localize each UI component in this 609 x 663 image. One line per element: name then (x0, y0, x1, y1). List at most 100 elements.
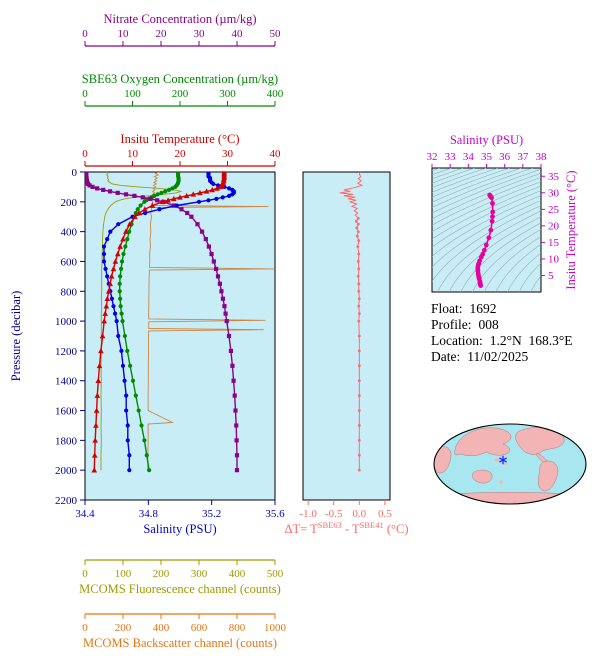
pressure-tick-label: 600 (61, 256, 78, 268)
pressure-tick-label: 2000 (55, 465, 78, 477)
marker (155, 198, 160, 203)
marker (136, 210, 142, 216)
marker (481, 247, 487, 253)
marker (116, 333, 121, 339)
delta-title-part: SBE41 (360, 520, 384, 530)
date-value: 11/02/2025 (467, 349, 529, 364)
density-contour-line (483, 236, 541, 292)
marker (91, 452, 98, 458)
marker (119, 348, 124, 354)
marker (357, 252, 361, 256)
marker (123, 244, 128, 249)
density-contour-line (507, 252, 541, 292)
marker (357, 364, 361, 368)
marker (488, 227, 494, 233)
marker (157, 207, 162, 212)
map-outline (433, 423, 587, 505)
marker (114, 318, 119, 324)
marker (357, 453, 361, 457)
marker (122, 378, 127, 383)
salinity-axis-title: Salinity (PSU) (143, 522, 216, 536)
delta-tick-label: 0.0 (352, 508, 366, 520)
marker (357, 304, 361, 308)
marker (124, 393, 129, 398)
marker (148, 196, 153, 201)
marker (222, 304, 227, 309)
marker (483, 242, 489, 248)
marker (149, 202, 156, 208)
marker (199, 229, 205, 234)
marker (105, 288, 112, 294)
backscatter-axis: 0 200 400 600 800 1000 MCOMS Backscatter chann… (82, 613, 287, 650)
float-info-block: Float: 1692 Profile: 008 Location: 1.2°N 16… (431, 301, 573, 365)
marker (142, 206, 148, 212)
marker (357, 319, 361, 323)
marker (127, 453, 132, 458)
density-contour-line (518, 262, 541, 292)
fluorescence-axis-title: MCOMS Fluorescence channel (counts) (79, 582, 281, 596)
pressure-tick-label: 1000 (55, 316, 78, 328)
marker (356, 222, 360, 226)
marker (126, 221, 133, 227)
marker (101, 259, 107, 264)
marker (135, 207, 140, 212)
marker (357, 282, 361, 286)
delta-plot-area (302, 171, 391, 501)
pressure-tick-label: 800 (61, 286, 78, 298)
density-contour-line (432, 168, 522, 203)
marker (357, 379, 361, 383)
marker (170, 186, 175, 191)
backscatter-tick-label: 200 (115, 622, 132, 634)
marker (163, 189, 168, 194)
salinity-tick-label: 35.6 (265, 508, 285, 520)
backscatter-tick-label: 800 (229, 622, 246, 634)
ts-y-tick-label: 15 (548, 237, 560, 249)
marker (123, 192, 129, 197)
temperature-tick-label: 30 (222, 148, 234, 160)
marker (214, 196, 219, 201)
marker (357, 239, 361, 242)
marker (118, 274, 123, 279)
ts-series (475, 192, 496, 288)
fluorescence-tick-label: 0 (82, 568, 88, 580)
density-contour-line (432, 181, 541, 233)
nitrate-tick-label: 30 (194, 28, 206, 40)
marker (206, 198, 211, 203)
density-contour-line (432, 168, 541, 214)
marker (144, 453, 149, 458)
marker (119, 266, 124, 272)
marker (109, 296, 115, 301)
marker (233, 408, 238, 413)
marker (125, 438, 130, 443)
date-label: Date: (431, 349, 461, 364)
ts-y-tick-label: 5 (548, 270, 554, 282)
marker (357, 409, 361, 412)
marker (101, 244, 107, 249)
oxygen-tick-label: 200 (172, 88, 189, 100)
oxygen-axis-title: SBE63 Oxygen Concentration (µm/kg) (82, 72, 278, 86)
fluorescence-tick-label: 300 (191, 568, 208, 580)
marker (122, 333, 127, 339)
pressure-tick-label: 2200 (55, 495, 78, 507)
nitrate-axis-title: Nitrate Concentration (µm/kg) (104, 12, 257, 26)
delta-title-part: (°C) (384, 522, 409, 536)
pressure-tick-label: 0 (72, 167, 78, 179)
marker (165, 197, 171, 203)
marker (356, 274, 360, 278)
ts-plot-area (431, 167, 542, 293)
density-contour-line (432, 205, 541, 282)
marker (478, 254, 484, 260)
map-island (494, 458, 500, 462)
marker (211, 181, 216, 187)
marker (136, 408, 141, 413)
delta-series (339, 172, 364, 472)
backscatter-tick-label: 1000 (264, 622, 287, 634)
marker (103, 303, 110, 309)
pressure-tick-label: 1400 (55, 376, 78, 388)
marker (206, 244, 211, 249)
marker (105, 274, 110, 279)
density-contour-line (432, 200, 541, 268)
ts-y-tick-label: 35 (548, 171, 560, 183)
marker (189, 214, 194, 219)
